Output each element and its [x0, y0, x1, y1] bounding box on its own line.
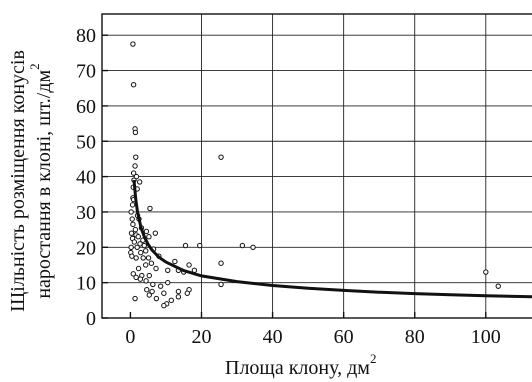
data-point	[136, 179, 143, 185]
data-point	[132, 226, 139, 233]
data-point	[138, 249, 144, 256]
data-point	[133, 154, 139, 160]
data-point	[128, 244, 134, 251]
data-point	[150, 281, 156, 288]
y-tick-label: 70	[76, 61, 96, 83]
data-point	[143, 278, 149, 284]
data-point	[495, 283, 501, 289]
data-point	[146, 292, 152, 298]
data-point	[165, 267, 171, 273]
data-point	[175, 288, 182, 295]
data-point	[146, 233, 152, 240]
data-point	[152, 230, 159, 236]
trend-curve-layer	[132, 179, 532, 299]
x-tick-label: 0	[125, 326, 135, 348]
x-tick-label: 60	[334, 326, 354, 348]
data-point	[157, 283, 164, 289]
data-point	[153, 295, 160, 302]
y-tick-label: 30	[76, 202, 96, 224]
x-tick-label: 80	[405, 326, 425, 348]
data-point	[168, 297, 174, 304]
data-point	[130, 221, 136, 228]
data-point	[133, 255, 139, 261]
data-point	[218, 281, 224, 288]
data-point	[218, 260, 224, 266]
data-point	[132, 129, 139, 136]
data-point	[141, 242, 147, 249]
data-point	[148, 260, 155, 266]
data-point	[130, 81, 137, 88]
data-point	[133, 173, 140, 180]
data-point	[184, 290, 190, 296]
data-point	[143, 228, 150, 235]
data-point	[146, 272, 152, 279]
x-tick-label: 100	[471, 326, 501, 348]
data-point	[129, 253, 135, 259]
data-points	[128, 41, 501, 309]
data-point	[135, 265, 142, 272]
data-point	[250, 244, 256, 251]
y-tick-label: 50	[76, 131, 96, 153]
data-point	[483, 269, 489, 275]
y-tick-label: 20	[76, 237, 96, 259]
data-point	[140, 255, 146, 261]
y-tick-label: 0	[86, 308, 96, 330]
data-point	[165, 279, 171, 286]
x-tick-label: 40	[263, 326, 283, 348]
data-point	[218, 154, 224, 160]
data-point	[130, 41, 136, 47]
data-point	[134, 244, 140, 251]
y-tick-label: 80	[76, 25, 96, 47]
data-point	[129, 202, 136, 208]
x-axis-label: Площа клону, дм2	[225, 351, 376, 379]
x-tick-label: 20	[192, 326, 212, 348]
data-point	[143, 248, 149, 254]
data-point	[153, 265, 159, 272]
data-point	[144, 287, 150, 293]
data-point	[161, 302, 167, 309]
data-point	[133, 274, 139, 281]
data-point	[137, 241, 143, 247]
data-point	[132, 163, 138, 169]
y-tick-label: 10	[76, 273, 96, 295]
data-point	[149, 288, 155, 295]
data-point	[137, 276, 144, 282]
trend-curve	[132, 179, 532, 299]
data-point	[145, 255, 152, 261]
y-tick-label: 60	[76, 96, 96, 118]
axis-ticks: 0 10 20 30 40 50 60 70 80 0 20 40 60 80 100	[76, 25, 501, 348]
data-point	[172, 258, 178, 265]
data-point	[197, 242, 203, 249]
data-point	[143, 262, 149, 268]
data-point	[132, 295, 138, 302]
y-axis-label-line-1: Щільність розміщення конусів	[7, 50, 29, 312]
data-point	[147, 205, 153, 212]
data-point	[131, 239, 138, 245]
y-axis-label: Щільність розміщення конусів наростання …	[7, 50, 55, 312]
y-tick-label: 40	[76, 167, 96, 189]
plot-frame	[101, 13, 532, 319]
plot-border	[101, 13, 532, 319]
data-point	[128, 230, 135, 236]
data-point	[130, 271, 136, 277]
y-axis-label-line-2: наростання в клоні, шт./дм2	[27, 63, 55, 298]
data-point	[130, 170, 137, 176]
data-point	[135, 233, 141, 240]
data-point	[128, 209, 134, 215]
data-point	[186, 262, 192, 268]
data-point	[239, 242, 246, 249]
data-point	[175, 294, 182, 300]
data-point	[129, 216, 135, 222]
data-point	[182, 242, 189, 249]
grid-lines	[102, 14, 532, 318]
data-point	[161, 290, 167, 296]
